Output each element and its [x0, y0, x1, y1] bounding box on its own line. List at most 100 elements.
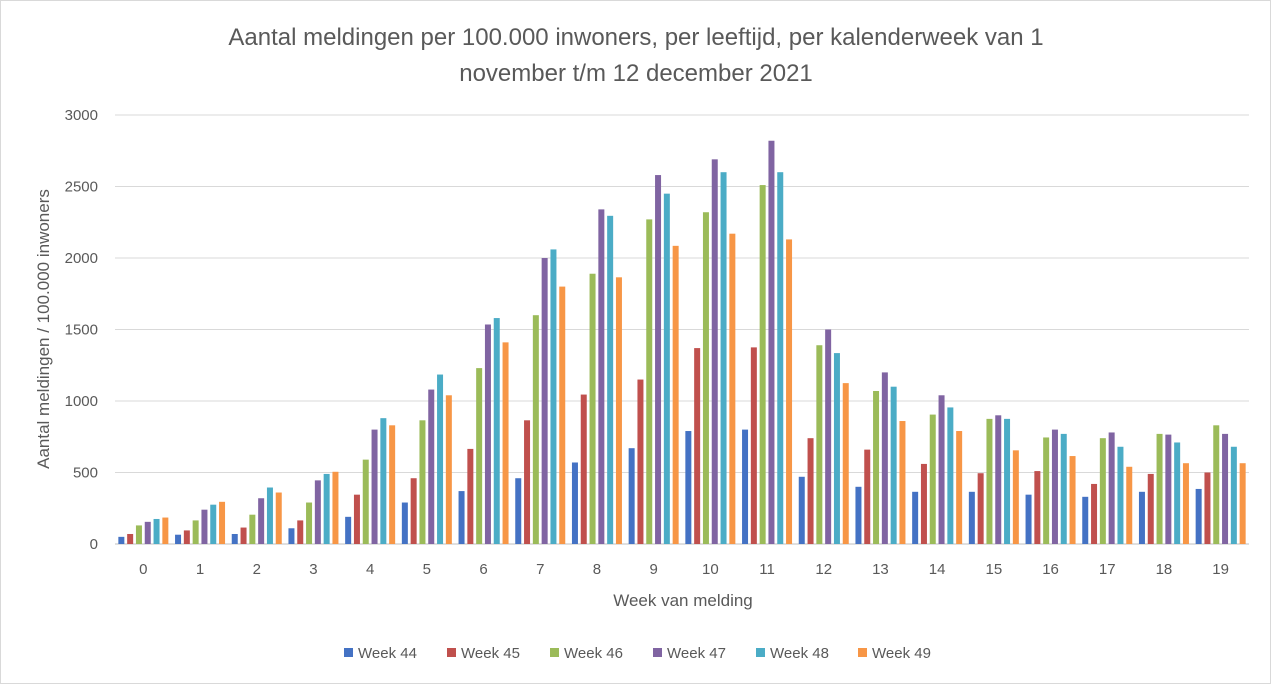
y-axis-ticks: 0 500 1000 1500 2000 2500 3000 — [65, 107, 98, 553]
bar — [986, 418, 993, 544]
legend-item: Week 48 — [756, 645, 829, 662]
bar — [798, 476, 805, 544]
bar — [786, 239, 793, 544]
bar — [240, 527, 247, 544]
x-tick-label: 6 — [479, 561, 487, 578]
x-tick-label: 12 — [815, 561, 832, 578]
legend-swatch — [447, 648, 456, 657]
legend-label: Week 49 — [872, 645, 931, 662]
x-axis-ticks: 0 1 2 3 4 5 6 7 8 9 10 11 12 13 14 15 16 17 18 19 — [139, 561, 1229, 578]
bar — [353, 494, 360, 544]
y-tick-label: 500 — [73, 465, 98, 482]
bar — [153, 518, 160, 544]
bar — [135, 525, 142, 544]
bar — [1156, 433, 1163, 544]
bar — [637, 379, 644, 544]
bar — [1230, 446, 1237, 544]
bar — [1147, 473, 1154, 544]
x-tick-label: 17 — [1099, 561, 1116, 578]
bar — [995, 415, 1002, 544]
bar — [1182, 463, 1189, 544]
bar — [314, 480, 321, 544]
bar — [685, 431, 692, 544]
bar — [807, 438, 814, 544]
legend-swatch — [550, 648, 559, 657]
x-tick-label: 2 — [253, 561, 261, 578]
bar — [1204, 472, 1211, 544]
x-tick-label: 11 — [759, 561, 775, 578]
chart-title-line-2: november t/m 12 december 2021 — [459, 60, 813, 87]
bar — [389, 425, 396, 544]
legend-label: Week 47 — [667, 645, 726, 662]
bar — [646, 219, 653, 544]
bar — [672, 245, 679, 544]
bars — [118, 140, 1246, 545]
bar — [1004, 418, 1011, 544]
bar — [663, 193, 670, 544]
legend-swatch — [858, 648, 867, 657]
x-tick-label: 5 — [423, 561, 431, 578]
bar — [873, 390, 880, 544]
bar — [1099, 438, 1106, 544]
bar — [332, 471, 339, 544]
legend-label: Week 48 — [770, 645, 829, 662]
bar — [571, 462, 578, 544]
bar — [532, 315, 539, 544]
bar — [1082, 496, 1089, 544]
bar — [437, 374, 444, 544]
bar — [628, 448, 635, 544]
bar — [288, 528, 295, 544]
bar — [401, 502, 408, 544]
x-tick-label: 4 — [366, 561, 374, 578]
bar — [977, 473, 984, 544]
bar — [768, 140, 775, 545]
bar — [419, 420, 426, 544]
bar — [1174, 442, 1181, 544]
chart-title-line-1: Aantal meldingen per 100.000 inwoners, p… — [228, 24, 1043, 51]
bar — [825, 329, 832, 544]
bar — [833, 353, 840, 544]
legend-label: Week 44 — [358, 645, 417, 662]
y-tick-label: 2000 — [65, 250, 98, 267]
bar — [467, 448, 474, 544]
bar — [729, 233, 736, 544]
bar — [502, 342, 509, 544]
legend-swatch — [756, 648, 765, 657]
bar — [1025, 494, 1032, 544]
x-tick-label: 14 — [929, 561, 946, 578]
y-tick-label: 2500 — [65, 179, 98, 196]
bar — [144, 521, 151, 544]
bar — [541, 258, 548, 544]
bar — [297, 520, 304, 544]
x-tick-label: 15 — [986, 561, 1003, 578]
legend: Week 44 Week 45 Week 46 Week 47 Week 48 Week … — [344, 645, 931, 662]
bar — [929, 414, 936, 544]
bar — [615, 277, 622, 544]
bar — [1012, 450, 1019, 544]
bar — [1213, 425, 1220, 544]
bar — [1043, 437, 1050, 544]
bar — [881, 372, 888, 544]
bar — [1060, 433, 1067, 544]
bar — [580, 394, 587, 544]
x-tick-label: 0 — [139, 561, 147, 578]
bar — [266, 487, 273, 544]
legend-label: Week 46 — [564, 645, 623, 662]
bar — [864, 449, 871, 544]
bar — [183, 530, 190, 544]
bar — [515, 478, 522, 544]
x-tick-label: 7 — [536, 561, 544, 578]
bar — [306, 502, 313, 544]
bar — [1091, 483, 1098, 544]
bar — [118, 536, 125, 544]
bar — [607, 215, 614, 544]
bar — [899, 421, 906, 544]
bar — [655, 175, 662, 544]
bar — [445, 395, 452, 544]
legend-swatch — [344, 648, 353, 657]
bar — [249, 514, 256, 544]
bar — [219, 501, 226, 544]
bar — [720, 172, 727, 544]
